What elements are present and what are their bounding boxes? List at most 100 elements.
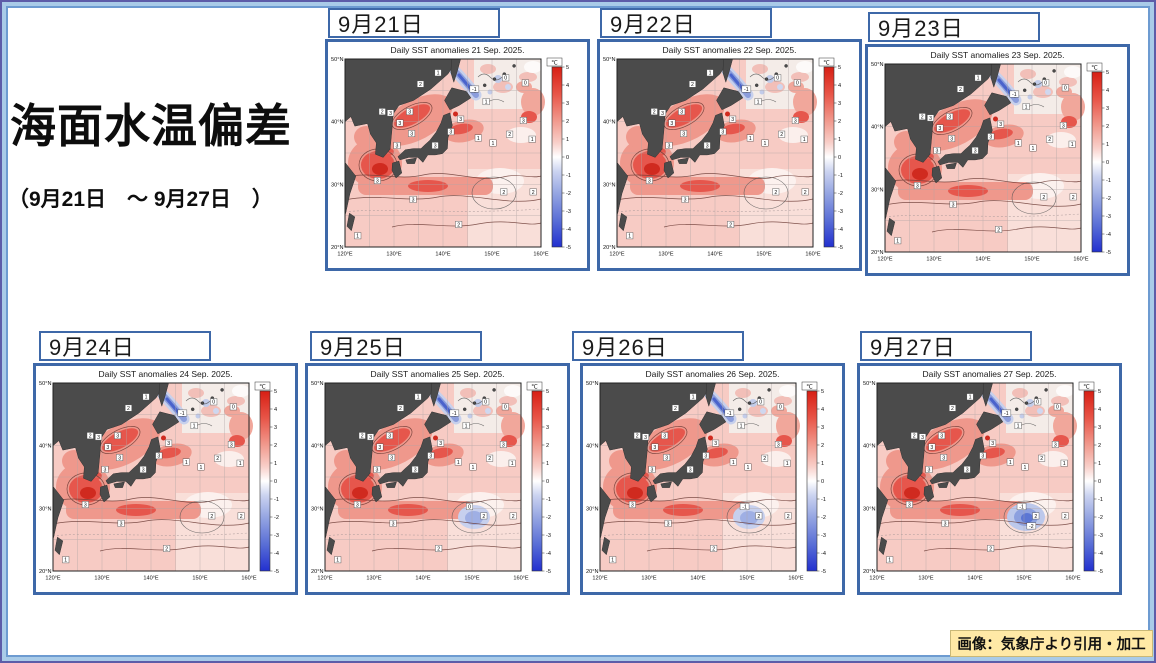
contour-label: 2 [500, 188, 508, 196]
contour-label: 3 [913, 182, 921, 189]
svg-text:1: 1 [977, 76, 980, 82]
lat-tick-label: 20°N [39, 569, 52, 575]
svg-text:3: 3 [921, 435, 924, 441]
contour-label: 2 [1061, 512, 1069, 520]
sst-map-figure: Daily SST anomalies 24 Sep. 2025. [33, 363, 298, 595]
contour-label: 3 [925, 466, 933, 473]
contour-label: 3 [367, 433, 375, 441]
colorbar-tick-label: 5 [546, 389, 549, 395]
contour-label: 3 [661, 432, 669, 440]
contour-label: 3 [648, 466, 656, 473]
svg-text:0: 0 [212, 400, 215, 406]
shikoku-island [945, 162, 957, 169]
cold-patch-weak [733, 505, 765, 529]
contour-label: 1 [706, 69, 714, 77]
contour-label: 3 [81, 501, 89, 508]
svg-text:2: 2 [89, 434, 92, 440]
contour-label: 3 [940, 454, 948, 461]
contour-label: 3 [388, 454, 396, 461]
kuril-islands [1014, 407, 1019, 412]
lon-tick-label: 130°E [641, 576, 657, 582]
colorbar-unit: ℃ [551, 59, 558, 66]
lat-tick-label: 20°N [863, 569, 876, 575]
shikoku-island [677, 157, 689, 164]
svg-text:-1: -1 [1004, 411, 1009, 417]
shikoku-island [113, 481, 125, 488]
colorbar-unit: ℃ [823, 59, 830, 66]
svg-text:2: 2 [763, 456, 766, 462]
contour-label: 3 [116, 454, 124, 461]
svg-text:0: 0 [504, 405, 507, 411]
map-title: Daily SST anomalies 24 Sep. 2025. [98, 369, 233, 379]
svg-text:-2: -2 [1029, 524, 1034, 530]
panel-date-label: 9月27日 [860, 331, 1032, 361]
honshu-island [669, 112, 725, 163]
contour-label: 3 [499, 441, 507, 448]
contour-label: 1 [1022, 103, 1030, 111]
svg-text:2: 2 [437, 546, 440, 552]
svg-text:-1: -1 [727, 411, 732, 417]
contour-label: 1 [1014, 422, 1022, 430]
svg-text:3: 3 [398, 121, 401, 127]
kyushu-island [646, 484, 658, 503]
svg-text:3: 3 [356, 502, 359, 508]
svg-text:3: 3 [927, 467, 930, 473]
panel-date-label: 9月22日 [600, 8, 772, 38]
contour-label: 3 [659, 109, 667, 117]
kuril-islands [1032, 82, 1037, 86]
svg-text:1: 1 [356, 234, 359, 240]
lon-tick-label: 150°E [1024, 257, 1040, 263]
colorbar-tick-label: -1 [1106, 178, 1111, 184]
hokkaido-island [976, 411, 1004, 435]
honshu-island [929, 436, 985, 487]
contour-label: 3 [949, 200, 957, 208]
colorbar-unit: ℃ [531, 383, 538, 390]
svg-text:3: 3 [142, 467, 145, 473]
svg-text:1: 1 [336, 558, 339, 564]
kuril-islands [1044, 388, 1048, 392]
asia-continent [344, 58, 459, 158]
svg-text:3: 3 [369, 435, 372, 441]
lon-tick-label: 130°E [926, 257, 942, 263]
contour-label: 3 [139, 466, 147, 473]
sst-map-figure: Daily SST anomalies 26 Sep. 2025. [580, 363, 845, 595]
lat-tick-label: 30°N [331, 182, 344, 188]
contour-label: -1 [724, 409, 735, 417]
svg-text:3: 3 [390, 455, 393, 461]
kuril-islands [492, 388, 496, 392]
contour-label: 3 [971, 147, 979, 154]
svg-text:3: 3 [631, 502, 634, 508]
colorbar: ℃ 5 4 3 2 1 0 -1 -2 -3 -4 -5 [1086, 62, 1111, 256]
kuril-islands [200, 401, 205, 405]
svg-text:-1: -1 [180, 411, 185, 417]
asia-continent [884, 63, 999, 163]
contour-label: 3 [387, 109, 395, 117]
contour-label: 1 [894, 237, 902, 245]
colorbar-unit: ℃ [259, 383, 266, 390]
contour-label: -1 [741, 85, 752, 93]
svg-text:2: 2 [532, 190, 535, 196]
lat-tick-label: 50°N [311, 381, 324, 387]
svg-text:1: 1 [757, 100, 760, 106]
hokkaido-island [424, 411, 452, 435]
contour-label: 1 [1006, 458, 1014, 466]
lat-tick-label: 30°N [863, 506, 876, 512]
svg-text:-1: -1 [1012, 92, 1017, 98]
svg-text:3: 3 [644, 435, 647, 441]
lon-tick-label: 150°E [192, 576, 208, 582]
svg-text:-1: -1 [452, 411, 457, 417]
contour-label: 1 [414, 393, 422, 401]
svg-text:0: 0 [1044, 81, 1047, 87]
svg-text:1: 1 [888, 558, 891, 564]
contour-label: 2 [397, 404, 404, 412]
colorbar-tick-label: 2 [821, 443, 824, 449]
map-title: Daily SST anomalies 23 Sep. 2025. [930, 50, 1065, 60]
svg-text:1: 1 [1025, 105, 1028, 111]
svg-text:2: 2 [921, 115, 924, 121]
lon-tick-label: 160°E [1073, 257, 1089, 263]
svg-text:1: 1 [200, 465, 203, 471]
